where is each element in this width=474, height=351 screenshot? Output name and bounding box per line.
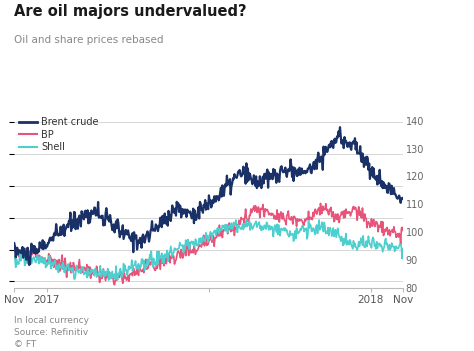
Text: © FT: © FT [14, 340, 36, 350]
Text: Source: Refinitiv: Source: Refinitiv [14, 328, 89, 337]
Text: Oil and share prices rebased: Oil and share prices rebased [14, 35, 164, 45]
Text: In local currency: In local currency [14, 316, 89, 325]
Text: Are oil majors undervalued?: Are oil majors undervalued? [14, 4, 247, 19]
Legend: Brent crude, BP, Shell: Brent crude, BP, Shell [19, 117, 99, 152]
